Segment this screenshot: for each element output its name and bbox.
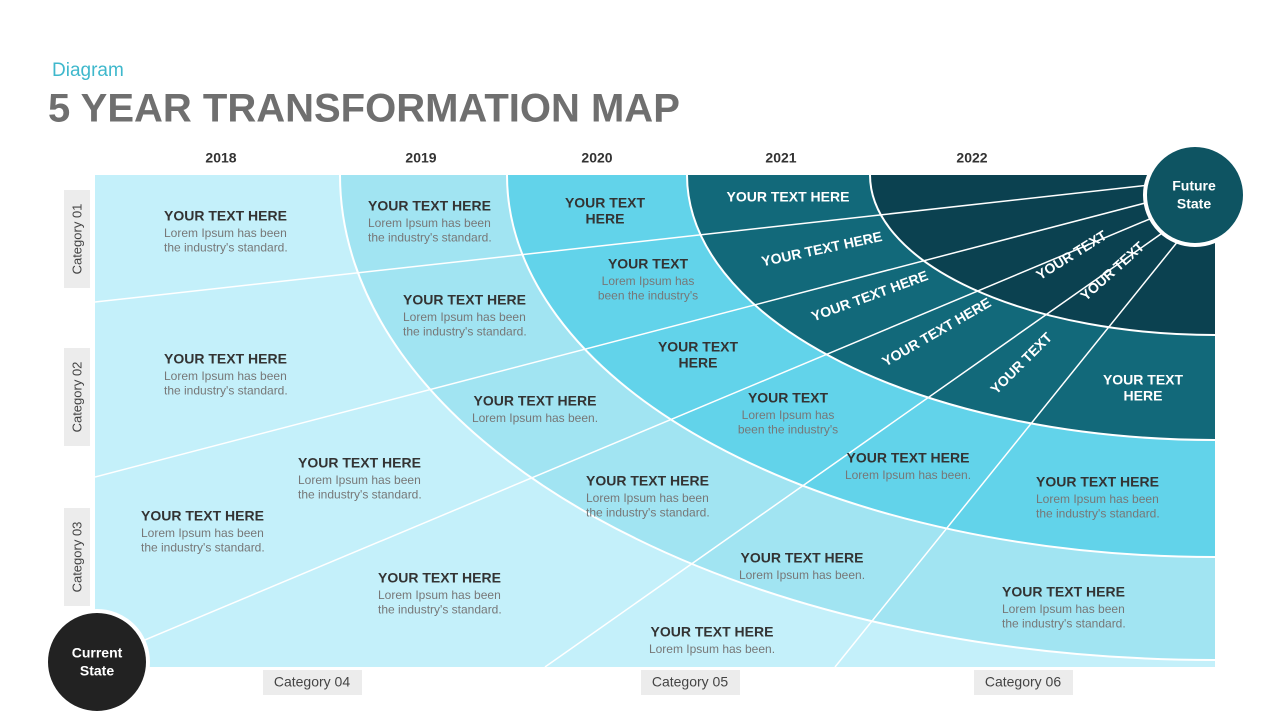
row-category: Category 02 [69,362,84,433]
title: 5 YEAR TRANSFORMATION MAP [48,87,680,131]
cell-heading: YOUR TEXT HERE [164,208,287,224]
cell-heading: YOUR TEXT HERE [368,198,491,214]
year-label: 2021 [765,150,796,166]
row-category: Category 03 [69,522,84,593]
cell-heading: YOUR TEXT HERE [741,550,864,566]
cell-body: Lorem Ipsum has been [141,526,264,540]
cell-body: the industry's standard. [164,384,288,398]
cell-body: Lorem Ipsum has been [1036,492,1159,506]
cell-body: Lorem Ipsum has been. [649,642,775,656]
cell-heading: YOUR TEXT [748,390,829,406]
future-state-label: State [1177,196,1211,212]
column-category: Category 04 [274,674,350,690]
cell-heading: YOUR TEXT HERE [586,473,709,489]
current-state-label: State [80,663,114,679]
subtitle: Diagram [52,60,124,81]
cell-body: Lorem Ipsum has been. [845,468,971,482]
cell-body: the industry's standard. [1002,617,1126,631]
cell-body: Lorem Ipsum has been [368,216,491,230]
current-state-label: Current [72,645,123,661]
cell-heading: YOUR TEXT HERE [141,508,264,524]
cell-body: the industry's standard. [403,325,527,339]
cell-heading: HERE [679,355,718,371]
year-label: 2019 [405,150,436,166]
row-category: Category 01 [69,204,84,275]
cell-body: Lorem Ipsum has been. [739,568,865,582]
cell-body: the industry's standard. [1036,507,1160,521]
cell-heading: YOUR TEXT HERE [847,450,970,466]
cell-heading: YOUR TEXT HERE [1036,474,1159,490]
year-label: 2020 [581,150,612,166]
cell-heading: YOUR TEXT HERE [378,570,501,586]
cell-body: the industry's standard. [586,506,710,520]
cell-heading: YOUR TEXT HERE [298,455,421,471]
future-state-circle [1143,143,1247,247]
column-category-boxes [263,670,1073,695]
cell-body: Lorem Ipsum has been [1002,602,1125,616]
cell-heading: YOUR TEXT [1103,372,1184,388]
cell-body: the industry's standard. [378,603,502,617]
cell-body: the industry's standard. [368,231,492,245]
cell-heading: YOUR TEXT HERE [164,351,287,367]
cell-heading: YOUR TEXT HERE [1002,584,1125,600]
cell-body: Lorem Ipsum has been [164,226,287,240]
future-state-label: Future [1172,178,1216,194]
cell-body: Lorem Ipsum has been [378,588,501,602]
cell-heading: YOUR TEXT HERE [403,292,526,308]
cell-heading: YOUR TEXT [608,256,689,272]
cell-body: Lorem Ipsum has [742,408,835,422]
column-category: Category 05 [652,674,728,690]
cell-body: been the industry's [598,289,698,303]
cell-heading: HERE [1124,388,1163,404]
cell-body: been the industry's [738,423,838,437]
cell-body: Lorem Ipsum has been [586,491,709,505]
cell-heading: HERE [586,211,625,227]
column-category: Category 06 [985,674,1061,690]
cell-body: the industry's standard. [141,541,265,555]
band-2022 [869,175,1215,336]
year-label: 2022 [956,150,987,166]
radial-lines [95,179,1196,667]
cell-heading: YOUR TEXT [565,195,646,211]
year-label: 2018 [205,150,236,166]
cell-heading: YOUR TEXT HERE [651,624,774,640]
cell-body: Lorem Ipsum has been [164,369,287,383]
cell-heading: YOUR TEXT [658,339,739,355]
map [95,175,1215,667]
row-category-boxes [64,190,90,606]
cell-heading: YOUR TEXT HERE [474,393,597,409]
cell-body: Lorem Ipsum has been [298,473,421,487]
cell-body: Lorem Ipsum has [602,274,695,288]
current-state-circle [44,609,150,715]
cell-body: the industry's standard. [164,241,288,255]
cell-heading: YOUR TEXT HERE [727,189,850,205]
cell-body: Lorem Ipsum has been [403,310,526,324]
cell-body: Lorem Ipsum has been. [472,411,598,425]
cell-body: the industry's standard. [298,488,422,502]
